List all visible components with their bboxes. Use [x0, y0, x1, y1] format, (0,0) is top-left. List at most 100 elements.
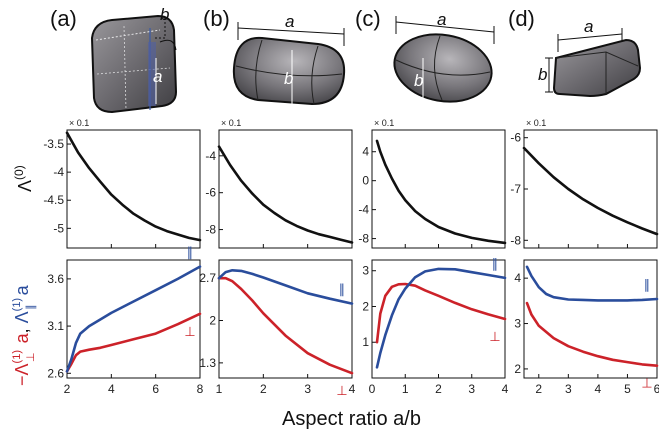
panel-label-c: (c)	[355, 6, 381, 31]
ytick-label-b-row1-0: 1.3	[199, 356, 216, 370]
shape-c-label-b: b	[414, 71, 423, 90]
panel-a-row1: 2.6 3.1 3.6 2 4 6 8 ⊥ ∥	[47, 245, 203, 396]
ytick-label-a-row0-3: -5	[53, 221, 64, 235]
axes-frame-b-row0	[218, 129, 353, 249]
multiplier-b-row0: × 0.1	[221, 118, 241, 128]
shape-capsule: a b	[232, 12, 346, 111]
ytick-label-d-row1-2: 4	[514, 271, 521, 285]
panel-c-row1: 1 2 3 0 1 2 3 4 ⊥ ∥	[362, 256, 508, 396]
ytick-label-c-row0-1: 0	[362, 174, 369, 188]
panel-label-b: (b)	[203, 6, 230, 31]
shape-d-label-b: b	[538, 65, 547, 84]
xtick-label-d-row1-0: 2	[535, 382, 542, 396]
series-marker-c-row1-red: ⊥	[489, 329, 500, 344]
ytick-label-c-row1-1: 2	[362, 299, 369, 313]
xtick-label-d-row1-4: 6	[654, 382, 659, 396]
series-marker-a-row1-blue: ∥	[187, 245, 194, 260]
ytick-label-b-row1-2: 2.7	[199, 271, 216, 285]
series-line-b-row0-black	[217, 145, 354, 244]
shape-d-label-a: a	[584, 17, 593, 36]
ytick-label-c-row1-2: 3	[362, 264, 369, 278]
series-marker-b-row1-blue: ∥	[339, 282, 346, 297]
xtick-label-b-row1-2: 3	[304, 382, 311, 396]
ytick-label-a-row0-1: -4	[53, 165, 64, 179]
shape-b-label-b: b	[284, 69, 293, 88]
ytick-label-c-row1-0: 1	[362, 335, 369, 349]
row1-ylabel: −Λ(1) ⊥ a, Λ(1) ∥ a	[11, 284, 37, 386]
xtick-label-c-row1-4: 4	[502, 382, 509, 396]
axes-frame-d-row0	[523, 129, 658, 249]
series-marker-c-row1-blue: ∥	[492, 256, 499, 271]
axes-frame-d-row1	[523, 259, 658, 379]
ytick-label-a-row1-1: 3.1	[47, 319, 64, 333]
multiplier-a-row0: × 0.1	[69, 118, 89, 128]
xtick-label-a-row1-0: 2	[64, 382, 71, 396]
series-line-c-row1-red	[375, 282, 507, 344]
xtick-label-b-row1-0: 1	[216, 382, 223, 396]
ytick-label-d-row1-1: 3	[514, 317, 521, 331]
shape-b-label-a: a	[285, 12, 294, 31]
xtick-label-a-row1-1: 4	[108, 382, 115, 396]
ytick-label-b-row0-1: -6	[205, 186, 216, 200]
xtick-label-a-row1-2: 6	[152, 382, 159, 396]
xtick-label-d-row1-3: 5	[624, 382, 631, 396]
ytick-label-d-row0-2: -8	[510, 233, 521, 247]
series-marker-b-row1-red: ⊥	[336, 383, 347, 398]
shape-c-label-a: a	[437, 10, 446, 29]
panel-b-row1: 1.3 2 2.7 1 2 3 4⊥ ∥	[199, 259, 356, 398]
ytick-label-a-row0-0: -3.5	[43, 137, 64, 151]
series-line-a-row0-black	[65, 131, 202, 242]
row0-ylabel: Λ(0)	[12, 165, 35, 192]
xtick-label-d-row1-2: 4	[595, 382, 602, 396]
ytick-label-b-row0-2: -8	[205, 223, 216, 237]
x-axis-label: Aspect ratio a/b	[282, 408, 421, 430]
panel-d-row0: -6 -7 -8 × 0.1	[510, 118, 659, 249]
plots-layer: -3.5-4-4.5-5× 0.1-4-6-8× 0.140-4-8× 0.1-…	[43, 118, 659, 398]
shape-ellipsoid: a b	[393, 10, 495, 107]
ytick-label-a-row0-2: -4.5	[43, 193, 64, 207]
panel-a-row0: -3.5 -4 -4.5 -5 × 0.1	[43, 118, 202, 249]
series-line-a-row1-red	[65, 312, 202, 373]
panel-label-d: (d)	[508, 6, 535, 31]
axes-frame-b-row1	[218, 259, 353, 379]
xtick-label-d-row1-1: 3	[565, 382, 572, 396]
series-line-d-row1-blue	[525, 265, 659, 302]
ytick-label-c-row0-2: -4	[358, 203, 369, 217]
xtick-label-b-row1-1: 2	[260, 382, 267, 396]
series-line-b-row1-red	[217, 276, 354, 375]
series-marker-d-row1-red: ⊥	[641, 376, 652, 391]
series-line-d-row0-black	[522, 146, 659, 236]
shape-a-label-b: b	[160, 5, 169, 24]
xtick-label-c-row1-0: 0	[369, 382, 376, 396]
ytick-label-d-row0-0: -6	[510, 131, 521, 145]
series-line-a-row1-blue	[65, 265, 202, 373]
axes-frame-a-row0	[66, 129, 201, 249]
panel-c-row0: 4 0 -4 -8 × 0.1	[358, 118, 507, 249]
axes-frame-c-row0	[371, 129, 506, 249]
panel-label-a: (a)	[50, 6, 77, 31]
panel-b-row0: -4 -6 -8 × 0.1	[205, 118, 354, 249]
series-marker-d-row1-blue: ∥	[644, 277, 651, 292]
ytick-label-c-row0-3: -8	[358, 232, 369, 246]
xtick-label-a-row1-3: 8	[197, 382, 204, 396]
ytick-label-d-row1-0: 2	[514, 362, 521, 376]
panel-d-row1: 2 3 4 2 3 4 5 6⊥ ∥	[514, 259, 659, 396]
series-line-c-row1-blue	[375, 267, 507, 369]
multiplier-c-row0: × 0.1	[374, 118, 394, 128]
series-line-c-row0-black	[375, 139, 507, 245]
shape-triangular-prism: a b	[538, 17, 642, 98]
ytick-label-b-row0-0: -4	[205, 149, 216, 163]
series-line-b-row1-blue	[217, 269, 354, 305]
xtick-label-c-row1-3: 3	[468, 382, 475, 396]
xtick-label-b-row1-3: 4	[349, 382, 356, 396]
xtick-label-c-row1-1: 1	[402, 382, 409, 396]
ytick-label-d-row0-1: -7	[510, 182, 521, 196]
xtick-label-c-row1-2: 2	[435, 382, 442, 396]
ytick-label-a-row1-0: 2.6	[47, 366, 64, 380]
ytick-label-c-row0-0: 4	[362, 145, 369, 159]
shape-rounded-cube: b a	[90, 5, 178, 114]
ytick-label-a-row1-2: 3.6	[47, 272, 64, 286]
multiplier-d-row0: × 0.1	[526, 118, 546, 128]
ytick-label-b-row1-1: 2	[209, 314, 216, 328]
